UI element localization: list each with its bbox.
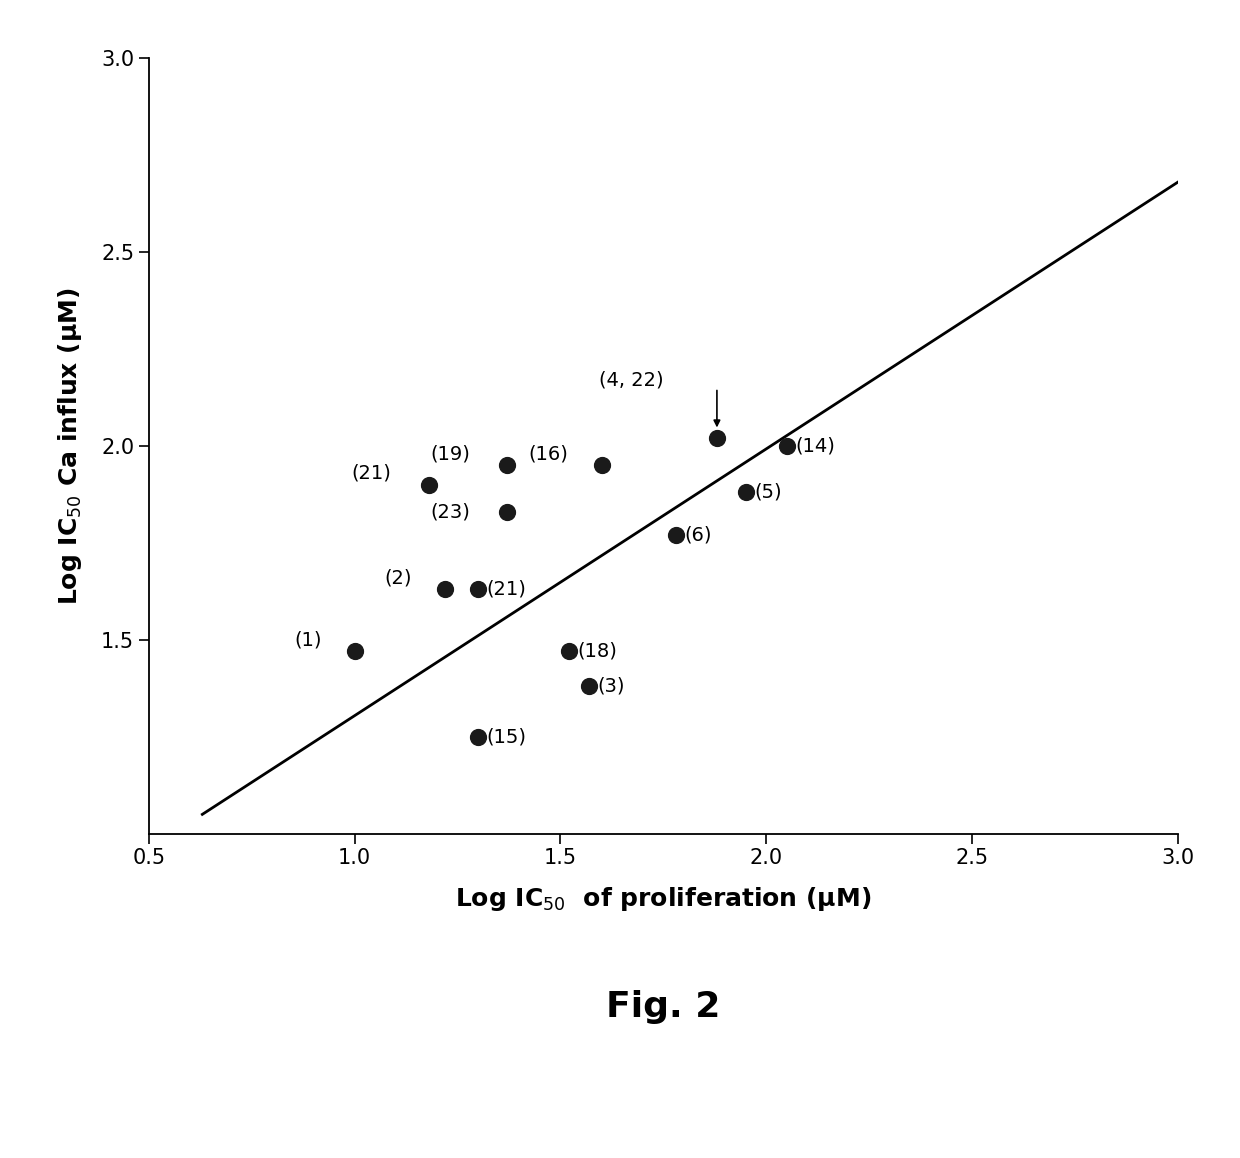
Point — [419, 476, 439, 494]
Text: (2): (2) — [384, 569, 412, 587]
Point — [707, 428, 727, 447]
Text: (21): (21) — [486, 580, 526, 599]
Point — [469, 580, 489, 599]
Text: (4, 22): (4, 22) — [599, 371, 663, 389]
Text: (19): (19) — [430, 444, 470, 463]
Text: (1): (1) — [294, 630, 321, 650]
Text: (14): (14) — [795, 437, 835, 455]
Point — [559, 643, 579, 661]
Point — [469, 727, 489, 746]
Point — [666, 526, 686, 544]
Point — [497, 503, 517, 521]
Text: (16): (16) — [528, 444, 569, 463]
Point — [579, 677, 599, 696]
Text: (6): (6) — [684, 526, 712, 544]
Text: (3): (3) — [598, 676, 625, 696]
Text: Fig. 2: Fig. 2 — [606, 990, 720, 1025]
Text: (5): (5) — [754, 483, 781, 501]
Point — [735, 483, 755, 501]
Point — [777, 437, 797, 455]
Text: (18): (18) — [577, 642, 616, 661]
Point — [497, 456, 517, 475]
Point — [345, 643, 365, 661]
X-axis label: Log IC$_{50}$  of proliferation (μM): Log IC$_{50}$ of proliferation (μM) — [455, 885, 872, 913]
Point — [435, 580, 455, 599]
Text: (23): (23) — [430, 503, 470, 521]
Y-axis label: Log IC$_{50}$ Ca influx (μM): Log IC$_{50}$ Ca influx (μM) — [57, 287, 84, 604]
Text: (21): (21) — [352, 463, 392, 483]
Point — [591, 456, 611, 475]
Text: (15): (15) — [486, 727, 526, 746]
